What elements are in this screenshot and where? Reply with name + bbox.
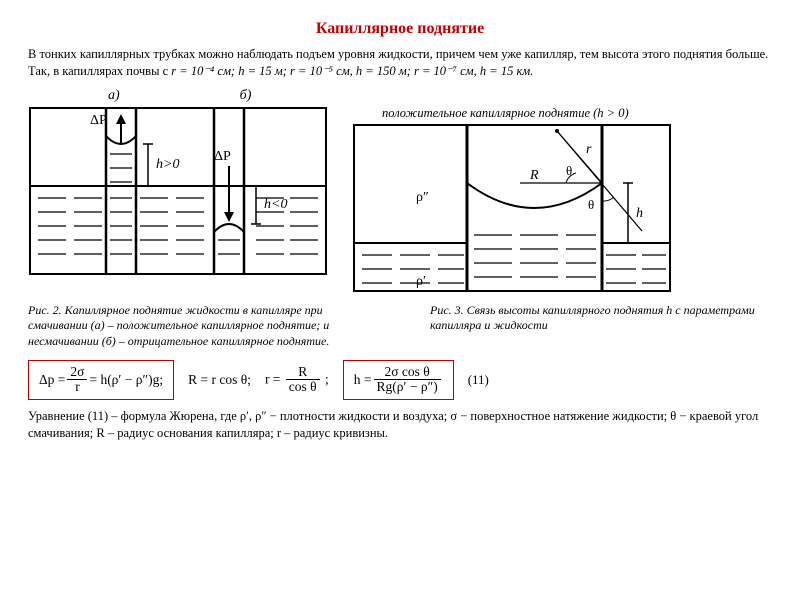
svg-text:ρ′: ρ′ (416, 274, 426, 289)
svg-text:ρ″: ρ″ (416, 190, 429, 205)
equation-R: R = r cos θ; (188, 372, 251, 388)
label-a: а) (108, 88, 120, 104)
svg-text:h<0: h<0 (264, 197, 287, 212)
svg-text:ΔP: ΔP (90, 113, 107, 128)
eq-r-frac: R cos θ (286, 365, 320, 396)
eq-dp-lhs: Δp = (39, 372, 65, 388)
svg-text:θ: θ (566, 163, 572, 178)
eq-dp-rhs: = h(ρ′ − ρ″)g; (89, 372, 163, 388)
eq-r-num: R (286, 365, 320, 381)
eq-r-den: cos θ (286, 380, 320, 395)
svg-text:r: r (586, 142, 592, 157)
eq-h-num: 2σ cos θ (374, 365, 441, 381)
eq-r-tail: ; (325, 371, 329, 386)
label-b: б) (240, 88, 252, 104)
fig2-caption: Рис. 2. Капиллярное поднятие жидкости в … (28, 303, 370, 350)
figure-2: ΔP h>0 ΔP h<0 (28, 106, 328, 276)
eq-h-lhs: h = (354, 372, 372, 388)
footnote: Уравнение (11) – формула Жюрена, где ρ′,… (28, 408, 772, 442)
page-title: Капиллярное поднятие (28, 20, 772, 38)
eq-dp-frac: 2σ r (67, 365, 87, 396)
svg-text:h: h (636, 206, 643, 221)
fig3-caption: Рис. 3. Связь высоты капиллярного поднят… (430, 303, 772, 350)
figure-3: R r θ θ h ρ″ ρ′ (352, 123, 672, 293)
svg-text:h>0: h>0 (156, 157, 179, 172)
figure-3-block: положительное капиллярное поднятие (h > … (352, 106, 672, 293)
equation-number: (11) (468, 372, 489, 388)
eq-r-lhs: r = (265, 371, 284, 386)
eq-h-den: Rg(ρ′ − ρ″) (374, 380, 441, 395)
ab-labels: а) б) (108, 88, 772, 104)
equation-row: Δp = 2σ r = h(ρ′ − ρ″)g; R = r cos θ; r … (28, 360, 772, 401)
fig3-heading: положительное капиллярное поднятие (h > … (352, 106, 672, 121)
equation-dp: Δp = 2σ r = h(ρ′ − ρ″)g; (28, 360, 174, 401)
svg-text:R: R (529, 168, 539, 183)
equation-r: r = R cos θ ; (265, 365, 329, 396)
eq-h-frac: 2σ cos θ Rg(ρ′ − ρ″) (374, 365, 441, 396)
eq-dp-den: r (67, 380, 87, 395)
intro-paragraph: В тонких капиллярных трубках можно наблю… (28, 46, 772, 80)
svg-text:θ: θ (588, 197, 594, 212)
intro-values: r = 10⁻⁴ см; h = 15 м; r = 10⁻⁵ см, h = … (171, 64, 533, 78)
svg-text:ΔP: ΔP (214, 149, 231, 164)
equation-h: h = 2σ cos θ Rg(ρ′ − ρ″) (343, 360, 454, 401)
eq-dp-num: 2σ (67, 365, 87, 381)
